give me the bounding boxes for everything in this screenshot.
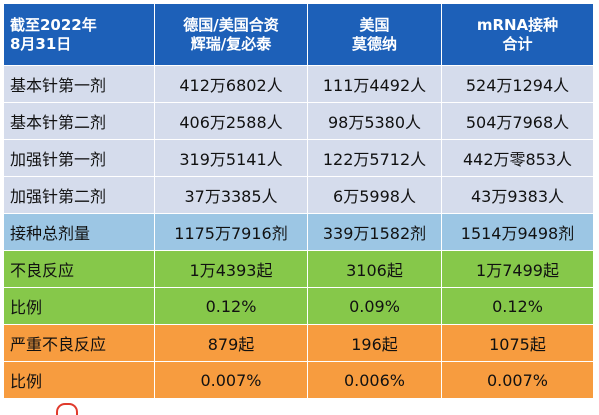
total-cell: 1514万9498剂 bbox=[441, 213, 594, 251]
total-cell: 43万9383人 bbox=[441, 176, 594, 214]
moderna-cell: 122万5712人 bbox=[307, 139, 442, 177]
moderna-header-line2: 莫德纳 bbox=[351, 34, 397, 53]
header-row: 截至2022年 8月31日 德国/美国合资 辉瑞/复必泰 美国 莫德纳 mRNA… bbox=[3, 3, 594, 66]
pfizer-header: 德国/美国合资 辉瑞/复必泰 bbox=[154, 3, 308, 66]
total-cell: 1075起 bbox=[441, 324, 594, 362]
row-label: 不良反应 bbox=[3, 250, 155, 288]
pfizer-cell: 37万3385人 bbox=[154, 176, 308, 214]
pfizer-cell: 319万5141人 bbox=[154, 139, 308, 177]
moderna-cell: 6万5998人 bbox=[307, 176, 442, 214]
pfizer-cell: 1175万7916剂 bbox=[154, 213, 308, 251]
row-label: 加强针第一剂 bbox=[3, 139, 155, 177]
pfizer-cell: 879起 bbox=[154, 324, 308, 362]
row-label: 比例 bbox=[3, 361, 155, 399]
moderna-cell: 98万5380人 bbox=[307, 102, 442, 140]
moderna-cell: 0.09% bbox=[307, 287, 442, 325]
row-label: 基本针第二剂 bbox=[3, 102, 155, 140]
total-header-line2: 合计 bbox=[502, 34, 533, 53]
total-cell: 1万7499起 bbox=[441, 250, 594, 288]
row-label: 比例 bbox=[3, 287, 155, 325]
table-row: 不良反应 1万4393起 3106起 1万7499起 bbox=[3, 250, 594, 288]
row-label: 接种总剂量 bbox=[3, 213, 155, 251]
total-cell: 0.12% bbox=[441, 287, 594, 325]
date-header-line1: 截至2022年 bbox=[10, 15, 97, 34]
pfizer-cell: 406万2588人 bbox=[154, 102, 308, 140]
total-cell: 0.007% bbox=[441, 361, 594, 399]
total-cell: 504万7968人 bbox=[441, 102, 594, 140]
table-row: 接种总剂量 1175万7916剂 339万1582剂 1514万9498剂 bbox=[3, 213, 594, 251]
row-label: 基本针第一剂 bbox=[3, 65, 155, 103]
total-cell: 442万零853人 bbox=[441, 139, 594, 177]
date-header-line2: 8月31日 bbox=[10, 34, 72, 53]
moderna-cell: 3106起 bbox=[307, 250, 442, 288]
table-row: 基本针第一剂 412万6802人 111万4492人 524万1294人 bbox=[3, 65, 594, 103]
pfizer-cell: 412万6802人 bbox=[154, 65, 308, 103]
table-row: 基本针第二剂 406万2588人 98万5380人 504万7968人 bbox=[3, 102, 594, 140]
total-header-line1: mRNA接种 bbox=[476, 15, 559, 34]
red-arc-decoration bbox=[56, 403, 78, 415]
pfizer-header-line1: 德国/美国合资 bbox=[183, 15, 279, 34]
total-header: mRNA接种 合计 bbox=[441, 3, 594, 66]
moderna-cell: 0.006% bbox=[307, 361, 442, 399]
pfizer-cell: 0.007% bbox=[154, 361, 308, 399]
table-row: 加强针第一剂 319万5141人 122万5712人 442万零853人 bbox=[3, 139, 594, 177]
moderna-header-line1: 美国 bbox=[359, 15, 390, 34]
vaccination-table: 截至2022年 8月31日 德国/美国合资 辉瑞/复必泰 美国 莫德纳 mRNA… bbox=[3, 3, 594, 399]
moderna-cell: 339万1582剂 bbox=[307, 213, 442, 251]
table-row: 严重不良反应 879起 196起 1075起 bbox=[3, 324, 594, 362]
moderna-cell: 196起 bbox=[307, 324, 442, 362]
row-label: 严重不良反应 bbox=[3, 324, 155, 362]
row-label: 加强针第二剂 bbox=[3, 176, 155, 214]
moderna-header: 美国 莫德纳 bbox=[307, 3, 442, 66]
pfizer-cell: 1万4393起 bbox=[154, 250, 308, 288]
pfizer-header-line2: 辉瑞/复必泰 bbox=[190, 34, 272, 53]
moderna-cell: 111万4492人 bbox=[307, 65, 442, 103]
total-cell: 524万1294人 bbox=[441, 65, 594, 103]
pfizer-cell: 0.12% bbox=[154, 287, 308, 325]
date-header: 截至2022年 8月31日 bbox=[3, 3, 155, 66]
table-row: 加强针第二剂 37万3385人 6万5998人 43万9383人 bbox=[3, 176, 594, 214]
table-row: 比例 0.007% 0.006% 0.007% bbox=[3, 361, 594, 399]
table-row: 比例 0.12% 0.09% 0.12% bbox=[3, 287, 594, 325]
